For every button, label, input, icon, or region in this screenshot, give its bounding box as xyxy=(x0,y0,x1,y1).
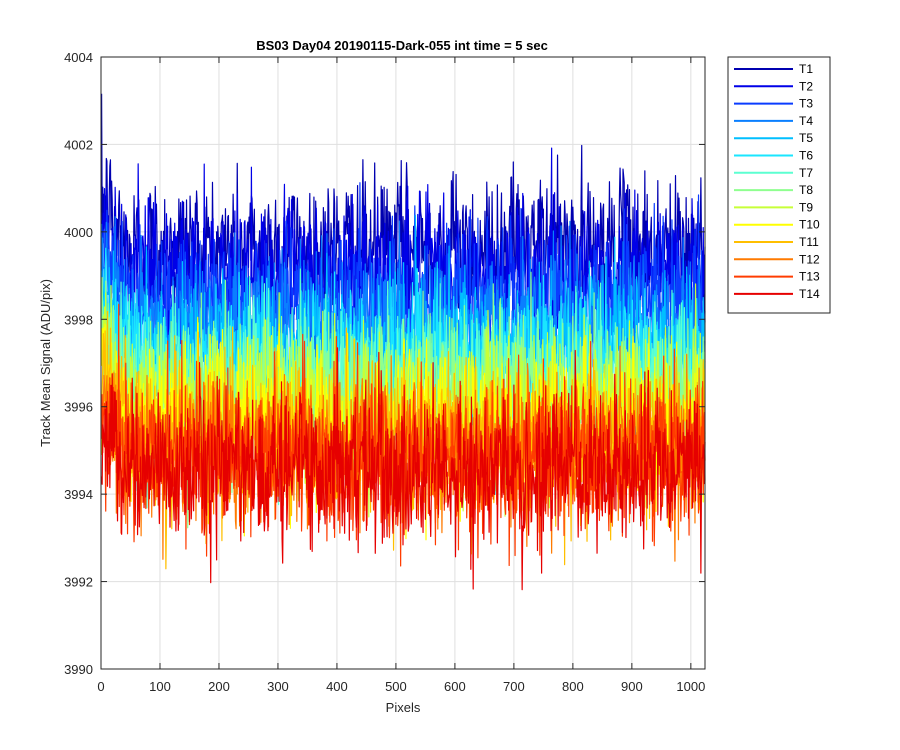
y-tick-label: 3992 xyxy=(64,575,93,590)
x-tick-label: 700 xyxy=(503,679,525,694)
x-axis-label: Pixels xyxy=(386,700,421,715)
y-tick-label: 3996 xyxy=(64,400,93,415)
x-tick-label: 500 xyxy=(385,679,407,694)
x-tick-label: 600 xyxy=(444,679,466,694)
y-tick-label: 4000 xyxy=(64,225,93,240)
legend-label-t6: T6 xyxy=(799,149,813,163)
legend-label-t10: T10 xyxy=(799,218,820,232)
legend-label-t7: T7 xyxy=(799,166,813,180)
series-line-t14 xyxy=(100,347,706,591)
x-ticks: 0 100 200 300 400 500 600 700 800 900 1000 xyxy=(97,57,705,694)
legend-label-t14: T14 xyxy=(799,287,820,301)
x-tick-label: 1000 xyxy=(676,679,705,694)
y-tick-label: 3990 xyxy=(64,662,93,677)
x-tick-label: 800 xyxy=(562,679,584,694)
y-axis-label: Track Mean Signal (ADU/pix) xyxy=(38,279,53,447)
legend-label-t5: T5 xyxy=(799,131,813,145)
legend-box xyxy=(727,56,831,314)
x-tick-label: 300 xyxy=(267,679,289,694)
axes-box xyxy=(100,56,706,670)
y-tick-label: 3994 xyxy=(64,487,93,502)
legend-label-t13: T13 xyxy=(799,270,820,284)
x-tick-label: 100 xyxy=(149,679,171,694)
series-layer xyxy=(100,93,706,591)
legend-label-t12: T12 xyxy=(799,252,820,266)
legend-label-t4: T4 xyxy=(799,114,813,128)
legend-label-t3: T3 xyxy=(799,97,813,111)
y-tick-label: 4002 xyxy=(64,137,93,152)
legend-label-t8: T8 xyxy=(799,183,813,197)
y-ticks: 3990 3992 3994 3996 3998 4000 4002 4004 xyxy=(64,50,705,677)
legend-label-t1: T1 xyxy=(799,62,813,76)
chart-title: BS03 Day04 20190115-Dark-055 int time = … xyxy=(256,38,548,53)
x-tick-label: 900 xyxy=(621,679,643,694)
x-tick-label: 200 xyxy=(208,679,230,694)
y-tick-label: 4004 xyxy=(64,50,93,65)
legend-label-t2: T2 xyxy=(799,79,813,93)
legend: T1 T2 T3 T4 T5 T6 T7 T8 T9 T10 T11 T12 T13 T14 xyxy=(727,56,831,314)
legend-label-t11: T11 xyxy=(799,235,819,249)
x-tick-label: 0 xyxy=(97,679,104,694)
x-tick-label: 400 xyxy=(326,679,348,694)
legend-label-t9: T9 xyxy=(799,200,813,214)
y-tick-label: 3998 xyxy=(64,312,93,327)
